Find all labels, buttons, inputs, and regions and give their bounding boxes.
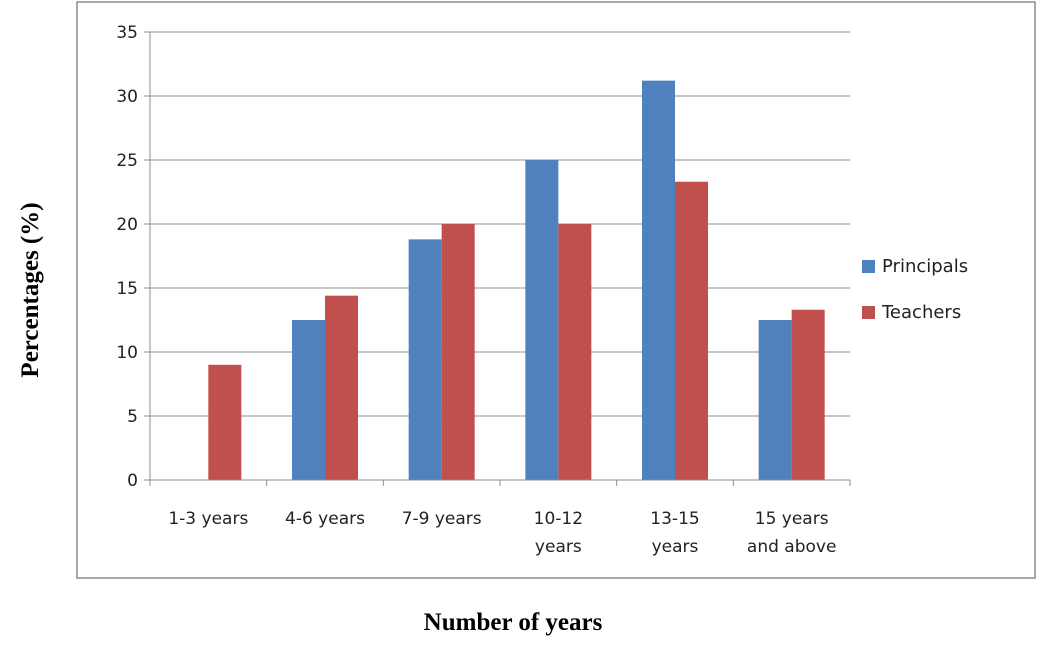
x-tick-label: years [535,537,582,557]
x-tick-label: 13-15 [650,509,699,529]
y-tick-label: 5 [127,407,138,427]
y-tick-label: 20 [116,215,138,235]
legend-swatch [862,306,875,319]
gridlines [150,31,850,417]
bar-teachers [208,364,242,480]
bar-teachers [325,295,358,480]
bar-teachers [675,181,708,480]
y-tick-label: 15 [116,279,138,299]
y-axis-title: Percentages (%) [17,202,44,377]
bar-teachers [441,224,475,480]
x-tick-label: 1-3 years [168,509,248,529]
x-tick-label: 15 years [755,509,829,529]
bar-principals [408,239,442,480]
x-tick-label: 10-12 [534,509,583,529]
x-tick-label: and above [747,537,837,557]
bar-principals [525,160,559,480]
x-tick-label: 4-6 years [285,509,365,529]
x-tick-label: years [652,537,699,557]
bar-principals [758,320,792,480]
x-tick-label: 7-9 years [402,509,482,529]
y-tick-label: 30 [116,87,138,107]
legend: Principals Teachers [862,256,968,323]
legend-label: Principals [882,256,968,277]
y-tick-label: 25 [116,151,138,171]
bar-teachers [558,224,592,480]
axes [144,31,851,486]
bar-principals [642,80,675,480]
y-tick-label: 10 [116,343,138,363]
y-tick-label: 35 [116,23,138,43]
tick-labels: 0 5 10 15 20 25 30 35 1-3 years 4-6 years 7-9 year… [116,23,836,557]
bar-principals [292,320,325,480]
bars [208,80,825,480]
bar-teachers [791,309,825,480]
x-axis-title: Number of years [424,609,603,636]
legend-label: Teachers [881,302,961,323]
legend-swatch [862,260,875,273]
y-tick-label: 0 [127,471,138,491]
